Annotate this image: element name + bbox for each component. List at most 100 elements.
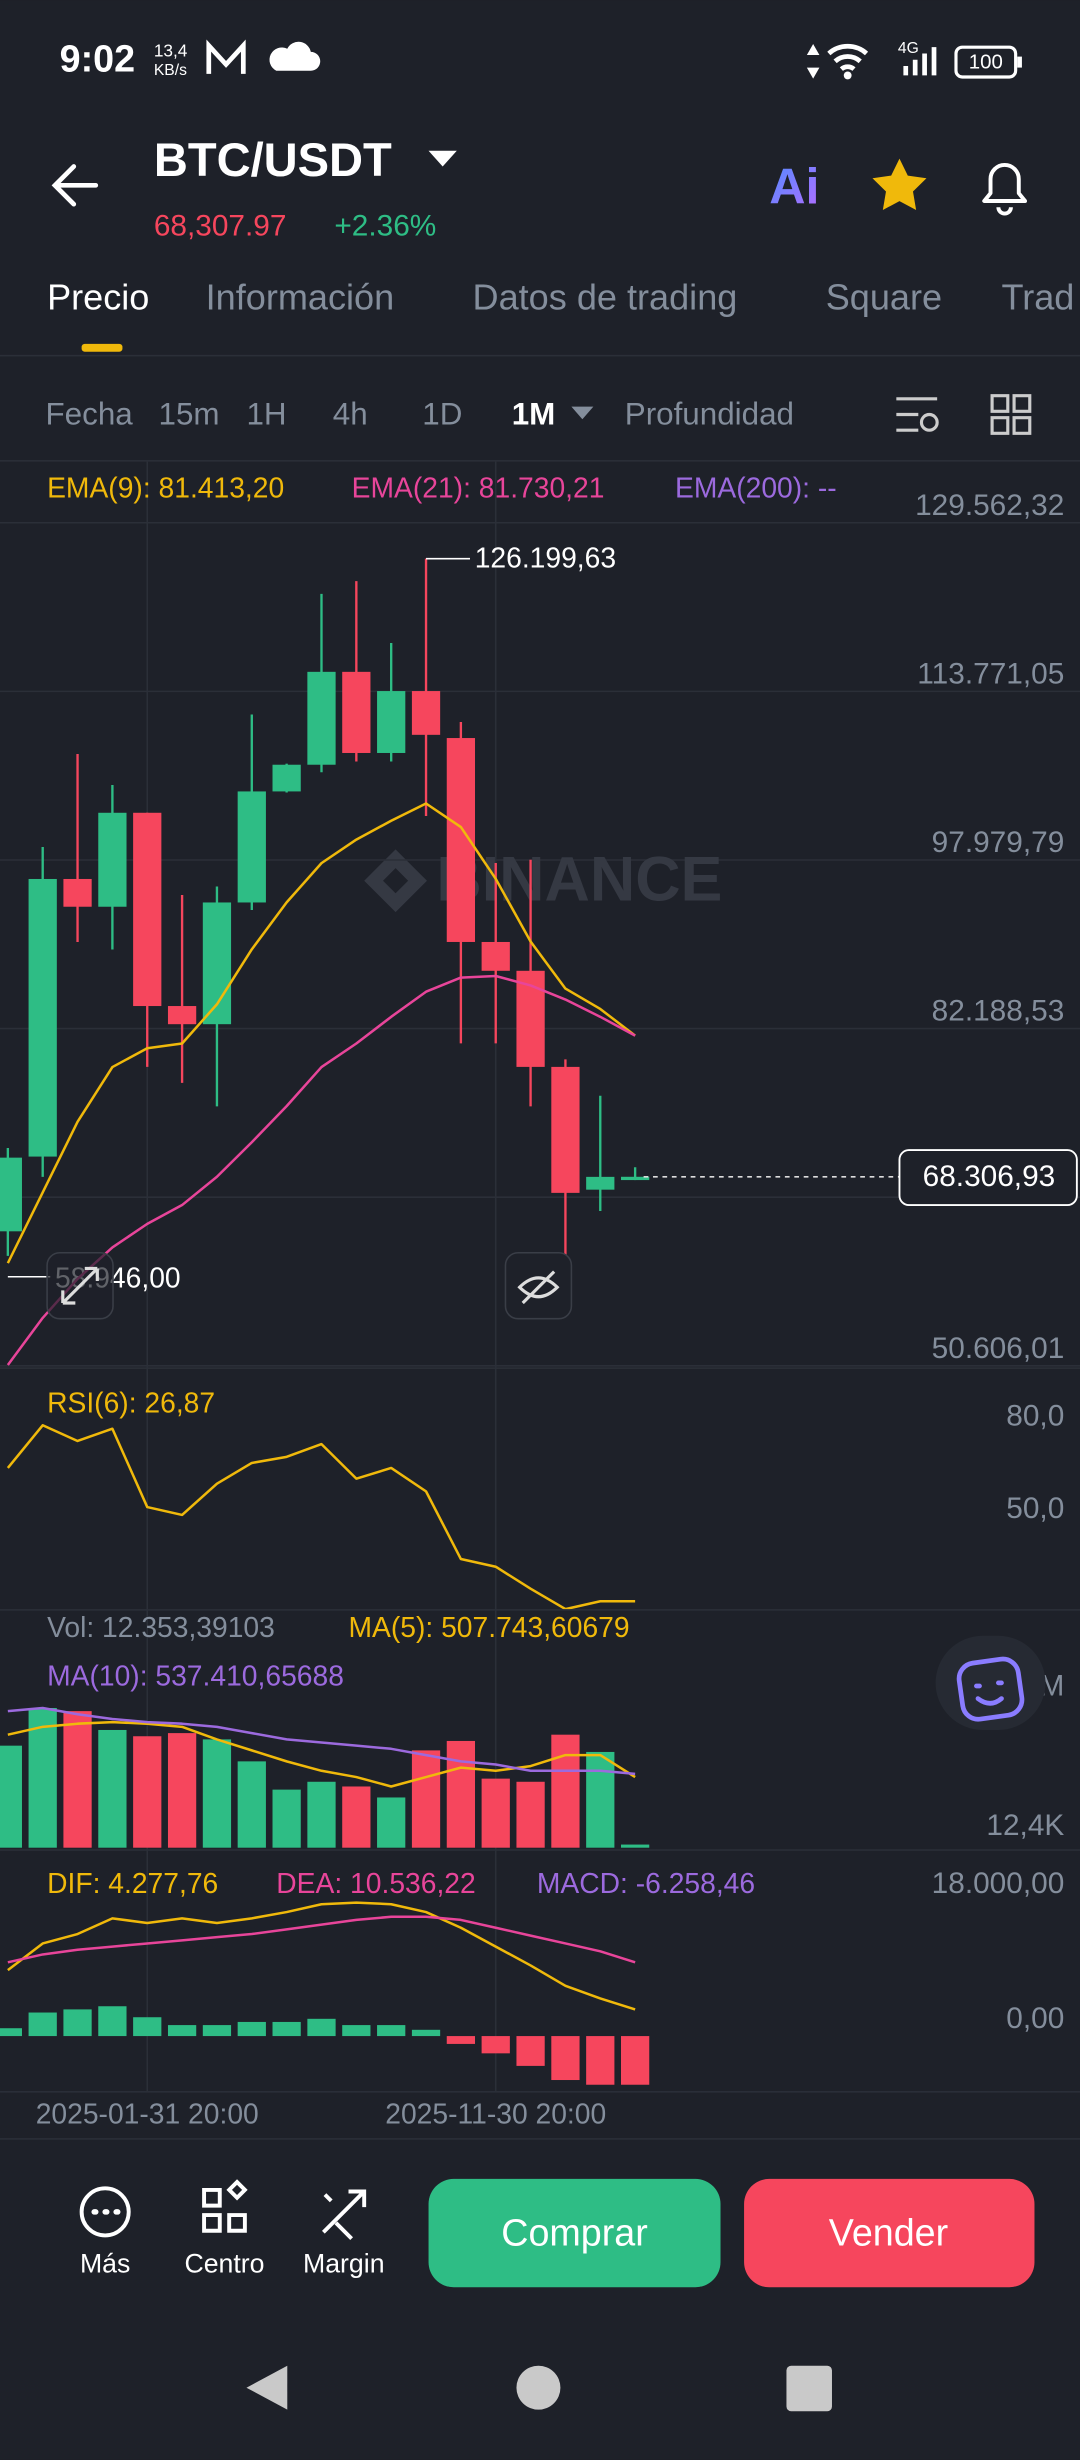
bar — [28, 1707, 57, 1848]
bar — [481, 1778, 510, 1848]
bar — [551, 2036, 580, 2081]
bar — [272, 2021, 301, 2037]
bar — [63, 1711, 92, 1848]
bar — [516, 1781, 545, 1848]
fullscreen-icon — [61, 1266, 99, 1305]
divider — [0, 354, 1080, 357]
indicator-settings[interactable] — [896, 397, 938, 432]
watermark-logo — [364, 849, 427, 913]
bar — [411, 2029, 441, 2037]
interval-dropdown[interactable] — [571, 406, 594, 420]
more-label[interactable]: Más — [80, 2248, 130, 2278]
y-tick-label: 113.771,05 — [917, 658, 1064, 691]
x-tick-label: 2025-01-31 20:00 — [36, 2098, 259, 2130]
buy-label[interactable]: Comprar — [501, 2211, 647, 2253]
interval[interactable]: Profundidad — [625, 396, 794, 431]
assistant-face — [974, 1680, 1004, 1706]
tab[interactable]: Square — [826, 276, 942, 317]
candle-body — [551, 1066, 580, 1193]
legend-entry: EMA(21): 81.730,21 — [352, 471, 605, 503]
x-tick-label: 2025-11-30 20:00 — [385, 2098, 606, 2130]
candle-body — [167, 1006, 197, 1025]
bar — [621, 1844, 650, 1848]
y-tick-label: 80,0 — [1006, 1399, 1064, 1432]
candle-body — [377, 691, 406, 753]
candle-body — [63, 878, 92, 907]
hide-icon — [517, 1270, 560, 1305]
margin-label[interactable]: Margin — [303, 2248, 385, 2278]
legend-entry: EMA(9): 81.413,20 — [47, 471, 284, 503]
alert-bell[interactable] — [982, 163, 1028, 216]
bar — [133, 1736, 162, 1848]
interval[interactable]: 4h — [333, 396, 368, 431]
tab[interactable]: Información — [206, 276, 395, 317]
tab[interactable]: Precio — [47, 276, 149, 317]
bar — [28, 2012, 57, 2037]
bar — [63, 2009, 92, 2037]
sell-button[interactable] — [744, 2178, 1035, 2288]
signal-icon — [903, 47, 937, 76]
bar — [621, 2036, 650, 2085]
indicator-line — [6, 974, 636, 1366]
ai-button[interactable]: Ai — [769, 158, 819, 214]
interval[interactable]: 15m — [159, 396, 220, 431]
layout-button[interactable] — [990, 394, 1032, 435]
y-tick-label: 50.606,01 — [932, 1332, 1065, 1365]
interval-selected[interactable]: 1M — [512, 396, 556, 431]
divider — [0, 1849, 1080, 1851]
indicator-settings-dot — [919, 412, 939, 432]
nav-recents[interactable] — [786, 2365, 832, 2412]
battery-tip — [1017, 56, 1022, 68]
candle-body — [342, 671, 371, 753]
legend-entry: Vol: 12.353,39103 — [47, 1611, 275, 1643]
pair-title[interactable]: BTC/USDT — [154, 133, 392, 186]
candle-body — [98, 812, 127, 907]
candle-body — [586, 1176, 615, 1190]
bar — [551, 1734, 580, 1848]
interval[interactable]: 1D — [422, 396, 462, 431]
margin-icon — [321, 2189, 367, 2240]
back-button[interactable] — [51, 164, 99, 207]
bar — [446, 1740, 476, 1848]
wifi-icon — [827, 43, 869, 72]
divider — [0, 2091, 1080, 2093]
bar — [342, 1786, 371, 1848]
y-tick-label: 82.188,53 — [932, 995, 1065, 1028]
pair-dropdown[interactable] — [428, 150, 457, 167]
bar — [98, 1729, 127, 1848]
nav-back[interactable] — [246, 2365, 288, 2410]
interval[interactable]: 1H — [246, 396, 286, 431]
nav-home[interactable] — [516, 2365, 561, 2410]
bar — [377, 1797, 406, 1848]
assistant-button[interactable] — [956, 1656, 1025, 1722]
buy-button[interactable] — [428, 2178, 721, 2288]
y-tick-label: 97.979,79 — [932, 826, 1065, 859]
interval[interactable]: Fecha — [46, 396, 134, 431]
tab[interactable]: Datos de trading — [473, 276, 738, 317]
indicator-line — [7, 1915, 636, 1964]
legend-entry: MACD: -6.258,46 — [537, 1867, 755, 1899]
favorite-star[interactable] — [872, 158, 927, 210]
legend-entry: DEA: 10.536,22 — [276, 1867, 475, 1899]
legend-entry: DIF: 4.277,76 — [47, 1867, 218, 1899]
data-arrows — [806, 44, 820, 79]
indicator-line — [7, 1720, 636, 1788]
bar — [0, 1745, 22, 1848]
bar — [237, 2021, 266, 2037]
tab-indicator — [81, 343, 123, 352]
bar — [133, 2017, 162, 2037]
bar — [98, 2006, 127, 2037]
bar — [307, 2018, 336, 2037]
center-label[interactable]: Centro — [184, 2248, 264, 2278]
bar — [481, 2036, 510, 2054]
net-speed: 13,4 — [154, 40, 188, 60]
bar — [307, 1781, 336, 1848]
y-tick-label: 50,0 — [1006, 1492, 1064, 1525]
battery-level: 100 — [969, 51, 1003, 73]
sell-label[interactable]: Vender — [829, 2211, 948, 2253]
y-tick-label: 129.562,32 — [915, 489, 1064, 522]
tab[interactable]: Trad — [1002, 276, 1075, 317]
battery — [954, 45, 1018, 79]
